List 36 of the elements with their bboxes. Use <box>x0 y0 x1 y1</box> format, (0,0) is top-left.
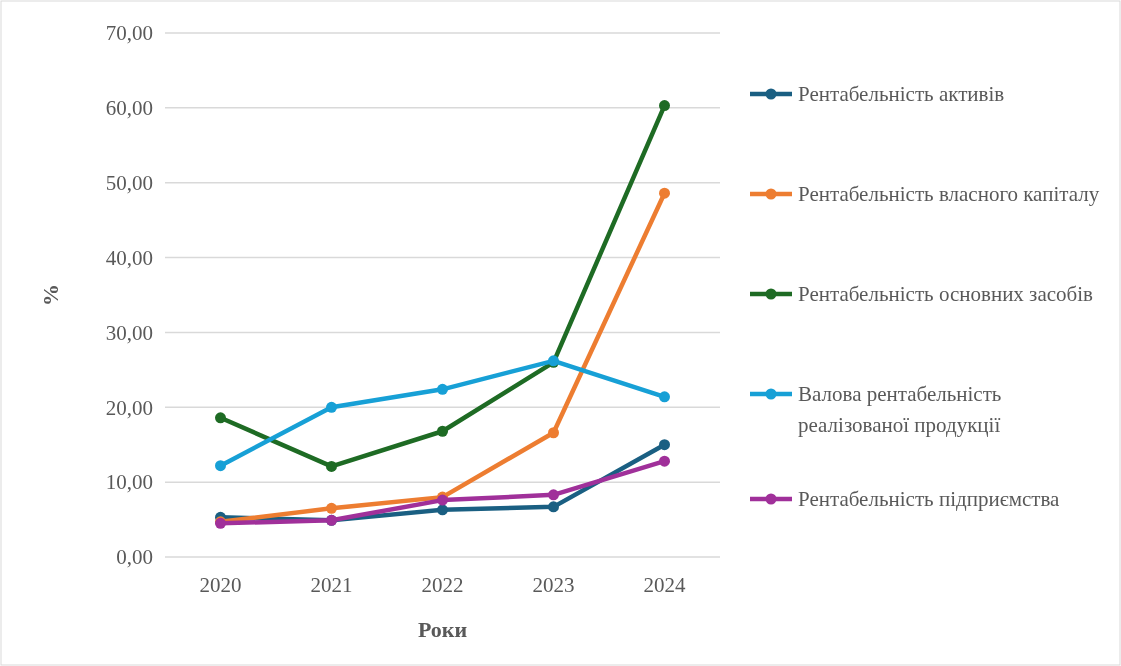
point <box>659 100 670 112</box>
point <box>437 383 448 395</box>
x-tick-label: 2024 <box>643 573 686 597</box>
point <box>326 401 337 413</box>
legend-label: Рентабельність основних засобів <box>798 282 1094 307</box>
point <box>437 504 448 516</box>
legend-label: Рентабельність підприємства <box>798 487 1061 512</box>
x-tick-label: 2022 <box>421 573 464 597</box>
y-tick-label: 70,00 <box>105 21 153 46</box>
y-tick-label: 40,00 <box>105 245 153 270</box>
point <box>326 460 337 472</box>
y-tick-label: 0,00 <box>116 545 153 570</box>
point <box>659 455 670 467</box>
x-tick-label: 2020 <box>199 573 242 597</box>
point <box>548 501 559 513</box>
point <box>437 425 448 437</box>
point <box>659 187 670 199</box>
y-tick-label: 50,00 <box>105 171 153 196</box>
point <box>659 391 670 403</box>
y-tick-label: 60,00 <box>105 96 153 121</box>
point <box>326 502 337 514</box>
y-tick-label: 10,00 <box>105 470 153 495</box>
y-axis-title: % <box>38 284 63 306</box>
legend-label: Рентабельність активів <box>798 82 1005 107</box>
y-tick-label: 20,00 <box>105 395 153 420</box>
y-tick-label: 30,00 <box>105 320 153 345</box>
legend-label: Рентабельність власного капіталу <box>798 182 1100 207</box>
point <box>215 460 226 472</box>
point <box>215 412 226 424</box>
point <box>659 439 670 451</box>
legend-label: Валова рентабельність реалізованої продукції <box>798 382 1002 438</box>
x-tick-label: 2023 <box>532 573 575 597</box>
point <box>548 427 559 439</box>
x-axis-title: Роки <box>417 617 468 642</box>
x-tick-label: 2021 <box>310 573 353 597</box>
point <box>548 489 559 501</box>
